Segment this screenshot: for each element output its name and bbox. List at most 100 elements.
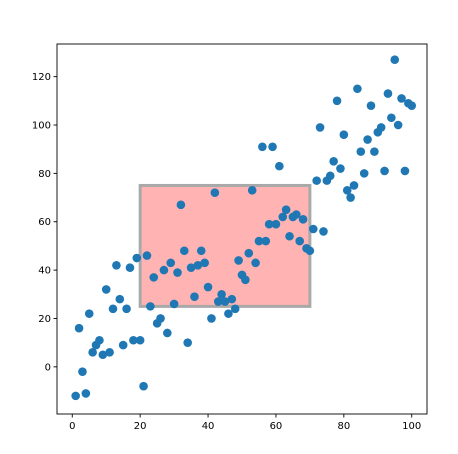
data-point <box>268 142 277 152</box>
data-point <box>190 292 199 302</box>
data-point <box>292 210 301 219</box>
data-point <box>281 205 291 214</box>
data-point <box>298 215 308 224</box>
data-point <box>400 166 410 176</box>
data-point <box>342 186 352 195</box>
data-point <box>125 263 135 272</box>
data-point <box>230 304 240 314</box>
data-point <box>71 391 80 401</box>
data-point <box>213 297 223 306</box>
data-point <box>261 236 271 246</box>
data-point <box>383 89 393 98</box>
data-point <box>179 246 189 256</box>
data-point <box>95 335 104 345</box>
data-point <box>241 275 250 285</box>
data-point <box>118 340 128 350</box>
data-point <box>349 181 359 190</box>
y-tick-label: 80 <box>38 169 51 180</box>
data-point <box>407 101 417 110</box>
data-point <box>108 304 118 314</box>
data-point <box>105 348 114 357</box>
data-point <box>203 282 213 292</box>
data-point <box>135 335 145 345</box>
data-point <box>74 323 84 333</box>
x-tick-label: 0 <box>69 421 75 432</box>
data-point <box>224 309 233 318</box>
data-point <box>88 348 97 357</box>
x-tick-label: 60 <box>270 421 283 432</box>
data-point <box>112 260 121 270</box>
data-point <box>78 367 87 376</box>
data-point <box>332 96 342 106</box>
data-point <box>146 302 155 311</box>
data-point <box>312 176 321 185</box>
y-tick-label: 120 <box>32 72 51 83</box>
data-point <box>295 236 305 246</box>
y-tick-label: 40 <box>38 266 51 277</box>
data-point <box>336 164 345 173</box>
highlight-rectangle <box>138 183 312 308</box>
data-point <box>393 120 403 130</box>
data-point <box>315 123 325 132</box>
data-point <box>278 212 288 222</box>
data-point <box>81 389 91 398</box>
data-point <box>101 285 111 294</box>
data-point <box>380 166 389 176</box>
data-point <box>251 258 260 268</box>
data-point <box>308 224 318 234</box>
data-point <box>196 246 206 256</box>
data-point <box>346 193 355 202</box>
data-point <box>247 186 257 195</box>
data-point <box>132 253 142 263</box>
data-point <box>339 130 349 139</box>
data-point <box>149 273 159 282</box>
data-point <box>183 338 192 347</box>
axes-frame <box>56 43 428 415</box>
data-point <box>207 314 216 323</box>
data-point <box>139 381 148 391</box>
y-tick-label: 100 <box>32 121 51 132</box>
data-point <box>84 309 94 318</box>
x-tick-label: 80 <box>337 421 350 432</box>
data-point <box>356 147 366 156</box>
data-point <box>200 258 209 268</box>
data-point <box>359 169 369 178</box>
data-point <box>366 101 376 110</box>
data-point <box>210 188 220 198</box>
data-point <box>254 236 264 246</box>
data-point <box>234 256 243 265</box>
data-point <box>159 265 169 275</box>
data-point <box>258 142 267 152</box>
data-point <box>163 328 172 338</box>
data-point <box>176 200 186 210</box>
data-point <box>329 156 338 166</box>
data-point <box>166 258 176 268</box>
data-point <box>169 299 179 309</box>
data-point <box>353 84 362 94</box>
data-point <box>271 219 281 229</box>
data-point <box>264 219 274 229</box>
data-point <box>244 248 254 258</box>
data-point <box>115 294 125 304</box>
data-point <box>370 147 379 156</box>
data-point <box>227 294 237 304</box>
y-tick-label: 0 <box>45 362 51 373</box>
data-point <box>217 289 226 299</box>
data-point <box>285 231 294 241</box>
data-point <box>129 335 138 345</box>
data-point <box>390 55 400 65</box>
data-point <box>387 113 396 123</box>
x-tick-label: 20 <box>134 421 147 432</box>
data-point <box>193 260 203 270</box>
data-point <box>220 297 230 306</box>
y-tick-label: 60 <box>38 217 51 228</box>
data-point <box>156 314 165 323</box>
data-point <box>363 135 372 144</box>
data-point <box>98 350 108 360</box>
x-tick-label: 100 <box>402 421 421 432</box>
y-tick-label: 20 <box>38 314 51 325</box>
data-point <box>173 268 182 277</box>
data-point <box>319 227 328 236</box>
data-point <box>397 94 406 103</box>
